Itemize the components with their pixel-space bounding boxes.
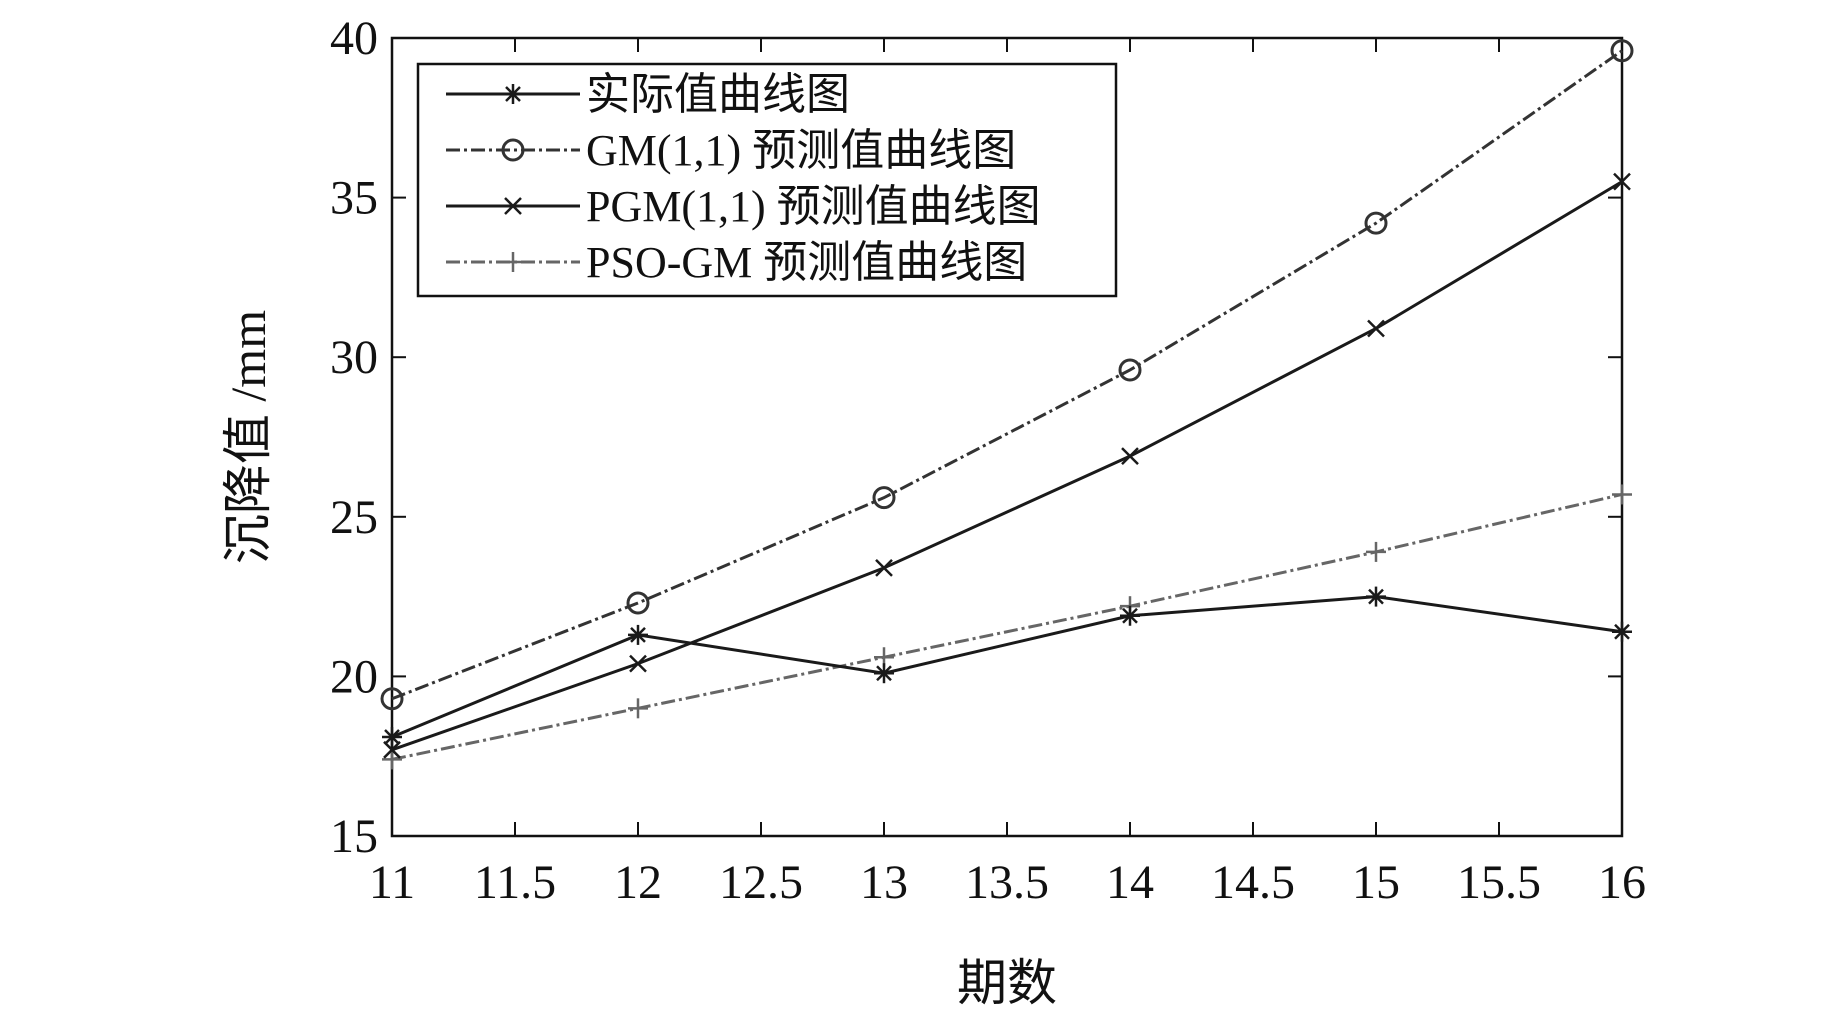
marker-x-stroke <box>1121 447 1139 466</box>
y-tick-label: 35 <box>330 172 378 225</box>
data-point-s0-0 <box>382 727 402 748</box>
data-point-s0-2 <box>874 663 894 684</box>
legend-marker-3 <box>503 252 523 272</box>
data-point-s2-0 <box>383 740 401 759</box>
marker-x-stroke <box>1367 319 1385 338</box>
data-point-s3-0 <box>382 749 402 770</box>
data-point-s2-3 <box>1121 447 1139 466</box>
data-point-s2-5 <box>1613 172 1631 191</box>
marker-asterisk-stroke <box>876 665 892 682</box>
y-tick-label: 40 <box>330 12 378 65</box>
y-axis-label: 沉降值 /mm <box>220 310 276 564</box>
data-point-s0-5 <box>1612 621 1632 642</box>
x-tick-label: 15 <box>1352 856 1400 909</box>
x-axis-label: 期数 <box>957 955 1057 1011</box>
marker-x-stroke <box>1613 172 1631 191</box>
data-point-s1-1 <box>626 591 650 615</box>
marker-asterisk-stroke <box>1614 623 1630 640</box>
marker-x-stroke <box>629 654 647 673</box>
data-point-s3-5 <box>1612 484 1632 505</box>
series-line-3 <box>391 492 1623 761</box>
marker-circle <box>501 138 525 162</box>
marker-asterisk-stroke <box>630 627 646 643</box>
marker-x-stroke <box>504 197 522 215</box>
x-tick-label: 11.5 <box>474 856 556 909</box>
x-tick-label: 12.5 <box>719 856 803 909</box>
marker-circle <box>380 687 404 711</box>
data-point-s1-0 <box>380 687 404 711</box>
legend-marker-0 <box>503 84 523 104</box>
x-tick-label: 16 <box>1598 856 1646 909</box>
series-line-2 <box>391 180 1623 752</box>
series-line-1 <box>391 49 1623 701</box>
marker-asterisk-stroke <box>1368 588 1384 605</box>
x-tick-label: 13.5 <box>965 856 1049 909</box>
data-point-s2-2 <box>875 558 893 577</box>
data-point-s1-3 <box>1118 358 1142 382</box>
y-tick-label: 15 <box>330 810 378 863</box>
x-tick-label: 15.5 <box>1457 856 1541 909</box>
marker-circle <box>626 591 650 615</box>
series-line-0 <box>391 595 1623 739</box>
marker-circle <box>872 486 896 510</box>
y-tick-label: 20 <box>330 650 378 703</box>
marker-x-stroke <box>875 558 893 577</box>
legend-marker-2 <box>504 197 522 215</box>
data-point-s1-4 <box>1364 211 1388 235</box>
marker-circle <box>1610 39 1634 63</box>
data-point-s1-5 <box>1610 39 1634 63</box>
x-tick-label: 11 <box>369 856 415 909</box>
data-point-s0-1 <box>628 624 648 645</box>
marker-x-stroke <box>383 740 401 759</box>
marker-asterisk-stroke <box>1122 607 1138 624</box>
legend: 实际值曲线图 GM(1,1) 预测值曲线图 PGM(1,1) 预测值曲线图 PSO-G… <box>416 62 1118 298</box>
marker-asterisk-stroke <box>384 729 400 745</box>
y-tick-label: 30 <box>330 331 378 384</box>
x-tick-label: 14.5 <box>1211 856 1295 909</box>
data-point-s0-3 <box>1120 605 1140 626</box>
marker-circle <box>1364 211 1388 235</box>
y-tick-label: 25 <box>330 491 378 544</box>
legend-marker-1 <box>501 138 525 162</box>
legend-label-2: PGM(1,1) 预测值曲线图 <box>586 182 1041 231</box>
data-point-s3-1 <box>628 698 648 719</box>
marker-asterisk-stroke <box>505 86 521 102</box>
data-point-s2-1 <box>629 654 647 673</box>
x-tick-label: 14 <box>1106 856 1154 909</box>
data-point-s3-4 <box>1366 541 1386 562</box>
plot-area: 11 11.5 12 12.5 13 13.5 14 14.5 15 15.5 16 15 20 25 30… <box>220 12 1646 1011</box>
data-point-s1-2 <box>872 486 896 510</box>
legend-label-1: GM(1,1) 预测值曲线图 <box>586 126 1016 175</box>
legend-box <box>416 62 1118 298</box>
data-point-s0-4 <box>1366 586 1386 607</box>
data-point-s2-4 <box>1367 319 1385 338</box>
marker-circle <box>1118 358 1142 382</box>
x-tick-label: 13 <box>860 856 908 909</box>
legend-label-0: 实际值曲线图 <box>586 70 850 119</box>
x-tick-label: 12 <box>614 856 662 909</box>
legend-label-3: PSO-GM 预测值曲线图 <box>586 238 1027 287</box>
